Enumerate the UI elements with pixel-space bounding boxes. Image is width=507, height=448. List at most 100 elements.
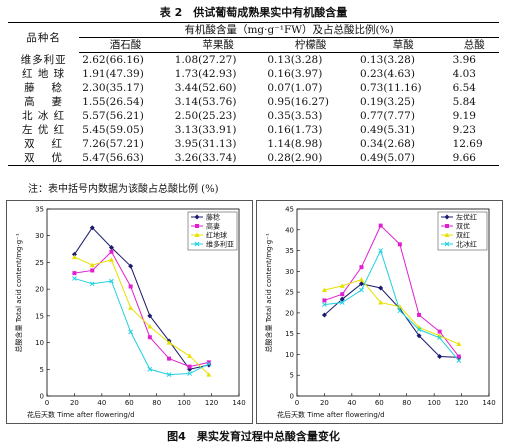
y-axis-label: 总酸含量 Total acid content/mg·g⁻¹	[14, 233, 23, 352]
variety-name: 维多利亚	[20, 53, 67, 66]
legend-box	[187, 211, 238, 251]
y-axis-label: 总酸含量 Total acid content/mg·g⁻¹	[264, 233, 273, 352]
table-row: 双 优 5.47(56.63) 3.26(33.74) 0.28(2.90) 0.49(…	[8, 151, 499, 166]
legend-label: 北冰红	[456, 240, 477, 249]
point	[187, 353, 193, 358]
series-line	[324, 249, 460, 361]
point	[456, 358, 462, 364]
x-tick-label: 0	[295, 399, 299, 407]
x-tick-label: 40	[97, 399, 106, 407]
point	[206, 361, 212, 367]
x-axis-label: 花后天数 Time after flowering/d	[277, 410, 385, 419]
cell: 9.66	[449, 151, 499, 166]
cell: 5.47(56.63)	[79, 151, 172, 166]
point	[206, 362, 212, 368]
cell: 0.28(2.90)	[264, 151, 357, 166]
column-header: 酒石酸	[79, 37, 172, 53]
y-tick-label: 30	[285, 268, 294, 276]
point	[109, 278, 114, 284]
x-tick-label: 20	[320, 399, 329, 407]
cell: 2.30(35.17)	[82, 82, 144, 94]
legend-marker	[195, 224, 199, 228]
point	[397, 308, 403, 314]
cell: 0.16(1.73)	[267, 124, 323, 136]
point	[72, 271, 77, 276]
point	[358, 277, 364, 282]
point	[128, 329, 134, 335]
legend-marker	[444, 241, 450, 247]
variety-name: 双 优	[8, 151, 80, 166]
cell: 1.08(27.27)	[174, 54, 237, 66]
table-row: 北 冰 红 5.57(56.21) 2.50(25.23) 0.35(3.53) 0.7…	[8, 109, 499, 123]
cell: 5.84	[452, 96, 476, 108]
cell: 9.23	[452, 124, 476, 136]
figure-caption: 图4 果实发育过程中总酸含量变化	[167, 430, 340, 443]
cell: 2.50(25.23)	[174, 110, 237, 122]
x-tick-label: 80	[402, 399, 411, 407]
series-line	[74, 226, 209, 370]
legend-marker	[444, 232, 450, 237]
y-tick-label: 45	[285, 206, 294, 214]
x-tick-label: 100	[427, 399, 440, 407]
point	[90, 268, 95, 273]
y-tick-label: 15	[35, 312, 44, 320]
point	[147, 335, 152, 340]
x-tick-label: 20	[70, 399, 79, 407]
chart: 0 5 10 15 20 25 30 35 0 20 40 60 80 100 120 140 花后天数 Tim…	[6, 200, 253, 424]
legend-marker	[444, 214, 450, 220]
y-tick-label: 30	[35, 232, 44, 240]
point	[437, 335, 442, 341]
table-row: 维多利亚 2.62(66.16) 1.08(27.27) 0.13(3.28) 0.13…	[8, 53, 499, 68]
column-header: 柠檬酸	[264, 37, 357, 53]
header-group: 有机酸含量（mg·g⁻¹FW）及占总酸比例(%)	[79, 22, 499, 38]
legend-marker	[194, 232, 200, 237]
point	[340, 292, 345, 297]
y-tick-label: 20	[35, 286, 44, 294]
cell: 3.13(33.91)	[174, 124, 237, 136]
cell: 5.57(56.21)	[82, 110, 144, 122]
x-tick-label: 100	[177, 399, 190, 407]
point	[416, 333, 422, 339]
y-tick-label: 0	[290, 393, 294, 401]
column-header: 草酸	[356, 37, 450, 53]
y-tick-label: 5	[40, 366, 44, 374]
legend-label: 维多利亚	[206, 240, 234, 249]
point	[339, 300, 345, 305]
point	[358, 281, 364, 287]
point	[339, 283, 345, 288]
cell: 0.13(3.28)	[267, 54, 323, 66]
x-tick-label: 40	[347, 399, 356, 407]
series-line	[74, 277, 210, 376]
cell: 9.19	[452, 110, 476, 122]
point	[108, 244, 114, 250]
table-row: 高 妻 1.55(26.54) 3.14(53.76) 0.95(16.27) 0.19…	[8, 95, 499, 109]
x-tick-label: 0	[45, 399, 49, 407]
point	[359, 287, 364, 293]
x-tick-label: 140	[482, 399, 495, 407]
table-row: 红 地 球 1.91(47.39) 1.73(42.93) 0.16(3.97) 0.2…	[8, 67, 499, 81]
y-tick-label: 10	[285, 351, 294, 359]
legend-marker	[194, 214, 200, 220]
point	[71, 251, 77, 257]
point	[359, 265, 364, 270]
y-tick-label: 25	[35, 259, 44, 267]
cell: 3.44(52.60)	[174, 82, 237, 94]
cell: 0.34(2.68)	[359, 138, 415, 150]
point	[166, 340, 172, 345]
x-tick-label: 120	[205, 399, 218, 407]
y-tick-label: 35	[35, 206, 44, 214]
legend-label: 双红	[456, 231, 470, 240]
table-note: 注：表中括号内数据为该酸占总酸比例 (%)	[28, 184, 219, 195]
legend-label: 红地球	[206, 231, 227, 240]
point	[72, 276, 77, 281]
point	[89, 225, 95, 231]
series-line	[324, 279, 460, 345]
cell: 1.55(26.54)	[82, 96, 144, 108]
point	[71, 254, 77, 260]
y-tick-label: 20	[285, 309, 294, 317]
cell: 1.91(47.39)	[82, 68, 144, 80]
cell: 0.95(16.27)	[267, 96, 330, 108]
cell: 6.54	[452, 82, 476, 94]
point	[378, 223, 383, 228]
variety-name: 红 地 球	[22, 68, 66, 80]
